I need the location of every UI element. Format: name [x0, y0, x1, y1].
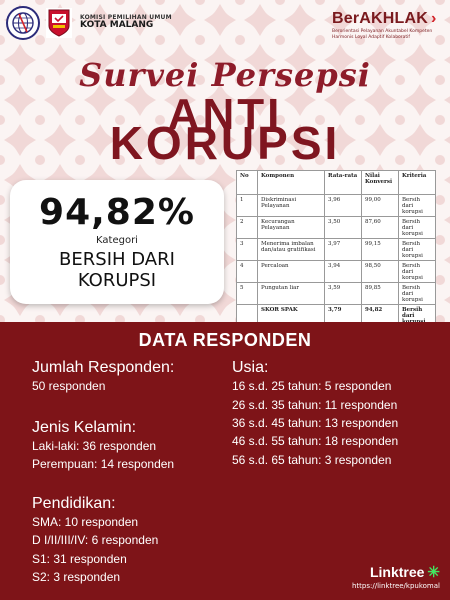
- cell-komponen: Kecurangan Pelayanan: [257, 216, 325, 239]
- col-header-rata: Rata-rata: [324, 170, 362, 195]
- cell-komponen: Diskriminasi Pelayanan: [257, 194, 325, 217]
- linktree-text: Linktree: [369, 564, 425, 580]
- score-value: 94,82%: [39, 192, 195, 233]
- cell-no: 1: [236, 194, 258, 217]
- responden-title: DATA RESPONDEN: [138, 330, 312, 350]
- list-item: SMA: 10 responden: [32, 514, 139, 529]
- header-logos: KOMISI PEMILIHAN UMUM KOTA MALANG: [6, 6, 172, 40]
- cell-nilai: 98,50: [361, 260, 399, 283]
- jumlah-heading-colon: :: [169, 359, 175, 376]
- cell-rata: 3,97: [324, 238, 362, 261]
- cell-kriteria: Bersih dari korupsi: [398, 282, 436, 305]
- cell-rata: 3,79: [324, 304, 362, 322]
- cell-kriteria: Bersih dari korupsi: [398, 238, 436, 261]
- chevron-right-icon: ›: [431, 10, 437, 27]
- org-line-1: KOMISI PEMILIHAN UMUM: [80, 14, 172, 22]
- globe-logo-icon: [6, 6, 40, 40]
- cell-kriteria: Bersih dari korupsi: [398, 260, 436, 283]
- list-item: Perempuan: 14 responden: [32, 457, 175, 472]
- brand-subtitle: Berorientasi Pelayanan Akuntabel Kompete…: [332, 29, 438, 41]
- cell-no: 2: [236, 216, 258, 239]
- col-header-no: No: [236, 170, 258, 195]
- spak-table: No Komponen Rata-rata Nilai Konversi Kri…: [236, 170, 436, 322]
- cell-no: 4: [236, 260, 258, 283]
- table-row: 4 Percaloan 3,94 98,50 Bersih dari korup…: [236, 260, 436, 283]
- cell-rata: 3,50: [324, 216, 362, 239]
- cell-nilai: 99,00: [361, 194, 399, 217]
- usia-heading: Usia:: [232, 359, 269, 376]
- pendidikan-heading: Pendidikan:: [32, 494, 116, 512]
- cell-no: [236, 304, 258, 322]
- cell-no: 5: [236, 282, 258, 305]
- list-item: Laki-laki: 36 responden: [32, 438, 157, 453]
- responden-right-column: Usia: 16 s.d. 25 tahun: 5 responden 26 s…: [232, 358, 442, 469]
- cell-nilai: 87,60: [361, 216, 399, 239]
- cell-rata: 3,96: [324, 194, 362, 217]
- linktree-badge[interactable]: Linktree ✳ https://linktree/kpukomal: [352, 563, 440, 590]
- cell-komponen: Percaloan: [257, 260, 325, 283]
- list-item: 16 s.d. 25 tahun: 5 responden: [232, 379, 392, 394]
- title-korupsi: KORUPSI: [109, 117, 341, 169]
- cell-komponen: Menerima imbalan dan/atau gratifikasi: [257, 238, 325, 261]
- score-result-line-2: KORUPSI: [77, 269, 157, 291]
- cell-kriteria: Bersih dari korupsi: [398, 216, 436, 239]
- org-line-2: KOTA MALANG: [80, 20, 154, 31]
- col-header-nilai: Nilai Konversi: [361, 170, 399, 195]
- list-item: S1: 31 responden: [32, 551, 127, 566]
- table-total-row: SKOR SPAK 3,79 94,82 Bersih dari korupsi: [236, 304, 436, 322]
- col-header-komponen: Komponen: [257, 170, 325, 195]
- table-row: 5 Pungutan liar 3,59 89,85 Bersih dari k…: [236, 282, 436, 305]
- list-item: 26 s.d. 35 tahun: 11 responden: [232, 397, 398, 412]
- linktree-star-icon: ✳: [427, 564, 440, 581]
- kpu-logo-icon: [46, 8, 72, 38]
- cell-total-label: SKOR SPAK: [257, 304, 325, 322]
- list-item: D I/II/III/IV: 6 responden: [32, 533, 159, 548]
- jumlah-heading-text: Jumlah Responden: [32, 359, 170, 376]
- berakhlak-logo: BerAKHLAK › Berorientasi Pelayanan Akunt…: [332, 10, 438, 41]
- list-item: 46 s.d. 55 tahun: 18 responden: [232, 434, 399, 449]
- list-item: 36 s.d. 45 tahun: 13 responden: [232, 415, 399, 430]
- brand-text: BerAKHLAK: [332, 10, 429, 27]
- linktree-name: Linktree ✳: [352, 563, 440, 581]
- col-header-kriteria: Kriteria: [398, 170, 436, 195]
- jumlah-value: 50 responden: [32, 379, 106, 394]
- cell-kriteria: Bersih dari korupsi: [398, 194, 436, 217]
- cell-nilai: 99,15: [361, 238, 399, 261]
- cell-rata: 3,59: [324, 282, 362, 305]
- title-script: Survei Persepsi: [79, 56, 371, 94]
- cell-nilai: 94,82: [361, 304, 399, 322]
- responden-left-column: Jumlah Responden: 50 responden Jenis Kel…: [32, 358, 232, 586]
- score-result-line-1: BERSIH DARI: [59, 249, 175, 270]
- linktree-url[interactable]: https://linktree/kpukomal: [352, 582, 440, 590]
- table-row: 3 Menerima imbalan dan/atau gratifikasi …: [236, 238, 436, 261]
- score-card: 94,82% Kategori BERSIH DARI KORUPSI: [10, 180, 224, 304]
- responden-section: DATA RESPONDEN Jumlah Responden: 50 resp…: [0, 322, 450, 600]
- table-header-row: No Komponen Rata-rata Nilai Konversi Kri…: [236, 170, 436, 195]
- title-anti: ANTI: [167, 90, 283, 139]
- org-name: KOMISI PEMILIHAN UMUM KOTA MALANG: [80, 14, 172, 31]
- brand-sub-line-1: Berorientasi Pelayanan Akuntabel Kompete…: [332, 29, 433, 34]
- cell-kriteria: Bersih dari korupsi: [398, 304, 436, 322]
- brand-name: BerAKHLAK ›: [332, 10, 438, 28]
- cell-rata: 3,94: [324, 260, 362, 283]
- table-row: 2 Kecurangan Pelayanan 3,50 87,60 Bersih…: [236, 216, 436, 239]
- jumlah-heading: Jumlah Responden:: [32, 358, 232, 377]
- score-category-label: Kategori: [96, 235, 138, 246]
- score-result: BERSIH DARI KORUPSI: [10, 249, 224, 291]
- list-item: 56 s.d. 65 tahun: 3 responden: [232, 452, 392, 467]
- cell-komponen: Pungutan liar: [257, 282, 325, 305]
- list-item: S2: 3 responden: [32, 569, 121, 584]
- cell-no: 3: [236, 238, 258, 261]
- brand-sub-line-2: Harmonis Loyal Adaptif Kolaboratif: [332, 34, 411, 40]
- table-row: 1 Diskriminasi Pelayanan 3,96 99,00 Bers…: [236, 194, 436, 217]
- kelamin-heading: Jenis Kelamin:: [32, 418, 137, 436]
- cell-nilai: 89,85: [361, 282, 399, 305]
- top-section: KOMISI PEMILIHAN UMUM KOTA MALANG BerAKH…: [0, 0, 450, 322]
